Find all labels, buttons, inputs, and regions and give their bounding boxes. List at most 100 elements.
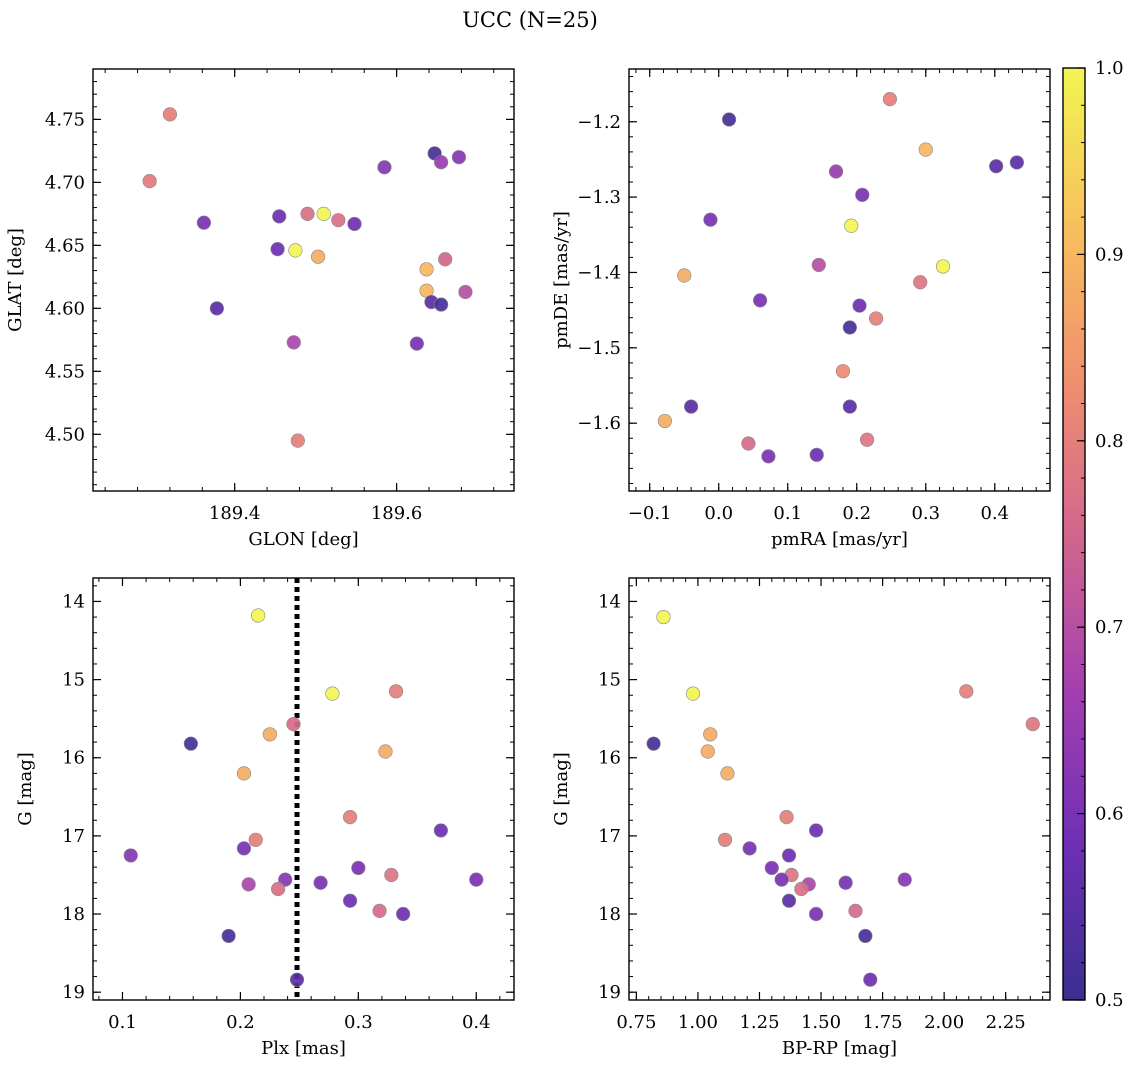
scatter-point bbox=[794, 881, 809, 897]
colorbar-tick-label: 0.5 bbox=[1095, 990, 1124, 1011]
panel-glon-glat: 189.4 189.6 4.50 4.55 4.60 4.65 4.70 4.75 GLON [… bbox=[5, 68, 515, 550]
scatter-points bbox=[142, 107, 473, 448]
panel-plx-g: 0.1 0.2 0.3 0.4 14 15 16 17 18 19 Plx [mas] G [mag] bbox=[15, 577, 515, 1059]
scatter-point bbox=[419, 262, 434, 277]
x-axis-label: Plx [mas] bbox=[261, 1038, 346, 1059]
scatter-point bbox=[123, 848, 138, 863]
y-tick-label: 4.70 bbox=[45, 172, 85, 193]
colorbar-tick-label: 0.7 bbox=[1095, 617, 1124, 638]
scatter-point bbox=[677, 268, 692, 283]
x-tick-label: 1.00 bbox=[678, 1012, 718, 1033]
scatter-point bbox=[868, 311, 884, 326]
scatter-point bbox=[248, 832, 263, 847]
scatter-point bbox=[779, 810, 794, 825]
major-ticks bbox=[629, 69, 1050, 491]
scatter-point bbox=[863, 972, 878, 987]
scatter-point bbox=[935, 259, 951, 274]
x-tick-label: 0.1 bbox=[773, 503, 802, 524]
scatter-point bbox=[918, 142, 933, 157]
x-tick-label: 1.25 bbox=[739, 1012, 779, 1033]
scatter-points bbox=[657, 92, 1024, 464]
scatter-point bbox=[342, 893, 358, 908]
minor-ticks bbox=[93, 68, 514, 491]
axes-frame bbox=[628, 68, 1051, 492]
scatter-point bbox=[703, 727, 718, 742]
scatter-point bbox=[1025, 717, 1040, 732]
scatter-point bbox=[809, 447, 824, 462]
minor-ticks bbox=[93, 578, 514, 1000]
scatter-point bbox=[377, 160, 392, 175]
figure-title: UCC (N=25) bbox=[462, 8, 598, 32]
scatter-point bbox=[271, 881, 286, 897]
scatter-point bbox=[809, 906, 824, 922]
y-tick-label: −1.5 bbox=[577, 338, 621, 359]
scatter-point bbox=[236, 841, 252, 856]
panels: 189.4 189.6 4.50 4.55 4.60 4.65 4.70 4.75 GLON [… bbox=[5, 68, 1051, 1059]
y-tick-label: 14 bbox=[598, 591, 621, 612]
scatter-point bbox=[372, 903, 387, 919]
x-tick-label: 0.75 bbox=[616, 1012, 656, 1033]
scatter-point bbox=[250, 608, 266, 623]
x-tick-label: 1.50 bbox=[801, 1012, 841, 1033]
scatter-point bbox=[347, 216, 362, 232]
scatter-point bbox=[451, 150, 467, 165]
x-tick-label: 0.1 bbox=[108, 1012, 137, 1033]
scatter-point bbox=[848, 903, 863, 919]
scatter-point bbox=[384, 867, 399, 883]
scatter-point bbox=[721, 112, 737, 127]
x-tick-label: 0.3 bbox=[344, 1012, 373, 1033]
scatter-point bbox=[378, 744, 393, 759]
scatter-point bbox=[761, 449, 776, 464]
scatter-point bbox=[842, 320, 857, 335]
scatter-point bbox=[325, 686, 340, 701]
scatter-point bbox=[262, 727, 277, 742]
scatter-point bbox=[1009, 155, 1024, 170]
y-tick-label: −1.6 bbox=[577, 413, 621, 434]
axes-frame bbox=[92, 68, 515, 492]
y-tick-label: 16 bbox=[598, 748, 621, 769]
scatter-point bbox=[183, 736, 198, 751]
x-tick-label: 1.75 bbox=[863, 1012, 903, 1033]
scatter-point bbox=[828, 164, 844, 179]
x-axis-label: pmRA [mas/yr] bbox=[771, 529, 908, 550]
y-tick-label: 4.55 bbox=[45, 361, 85, 382]
scatter-point bbox=[409, 336, 424, 351]
y-axis-label: G [mag] bbox=[551, 752, 572, 825]
scatter-points bbox=[646, 609, 1040, 987]
scatter-point bbox=[162, 107, 178, 122]
y-axis-label: G [mag] bbox=[15, 752, 36, 825]
scatter-point bbox=[913, 275, 928, 290]
scatter-point bbox=[844, 218, 859, 233]
x-tick-label: 2.25 bbox=[986, 1012, 1026, 1033]
scatter-point bbox=[209, 301, 224, 316]
colorbar-tick-label: 0.8 bbox=[1095, 431, 1124, 452]
scatter-point bbox=[434, 297, 449, 312]
x-tick-label: 0.2 bbox=[842, 503, 871, 524]
scatter-point bbox=[388, 684, 404, 699]
colorbar-gradient bbox=[1063, 68, 1085, 1000]
colorbar-frame bbox=[1062, 67, 1086, 1001]
scatter-point bbox=[286, 717, 301, 732]
major-ticks bbox=[629, 578, 1050, 1000]
scatter-point bbox=[396, 906, 411, 922]
y-tick-label: 14 bbox=[62, 591, 85, 612]
scatter-point bbox=[742, 841, 757, 856]
x-tick-label: 0.2 bbox=[226, 1012, 255, 1033]
scatter-point bbox=[684, 399, 699, 414]
scatter-point bbox=[685, 686, 701, 701]
colorbar-tick-label: 0.6 bbox=[1095, 804, 1124, 825]
scatter-point bbox=[835, 364, 851, 379]
scatter-point bbox=[196, 215, 212, 230]
scatter-point bbox=[438, 252, 453, 267]
x-tick-label: 189.6 bbox=[371, 503, 423, 524]
scatter-point bbox=[310, 249, 326, 264]
scatter-point bbox=[781, 848, 797, 863]
scatter-point bbox=[811, 257, 826, 273]
y-tick-label: 16 bbox=[62, 748, 85, 769]
scatter-point bbox=[646, 736, 661, 751]
scatter-point bbox=[852, 298, 867, 313]
scatter-point bbox=[753, 293, 768, 308]
scatter-point bbox=[989, 159, 1004, 174]
scatter-point bbox=[351, 860, 366, 876]
